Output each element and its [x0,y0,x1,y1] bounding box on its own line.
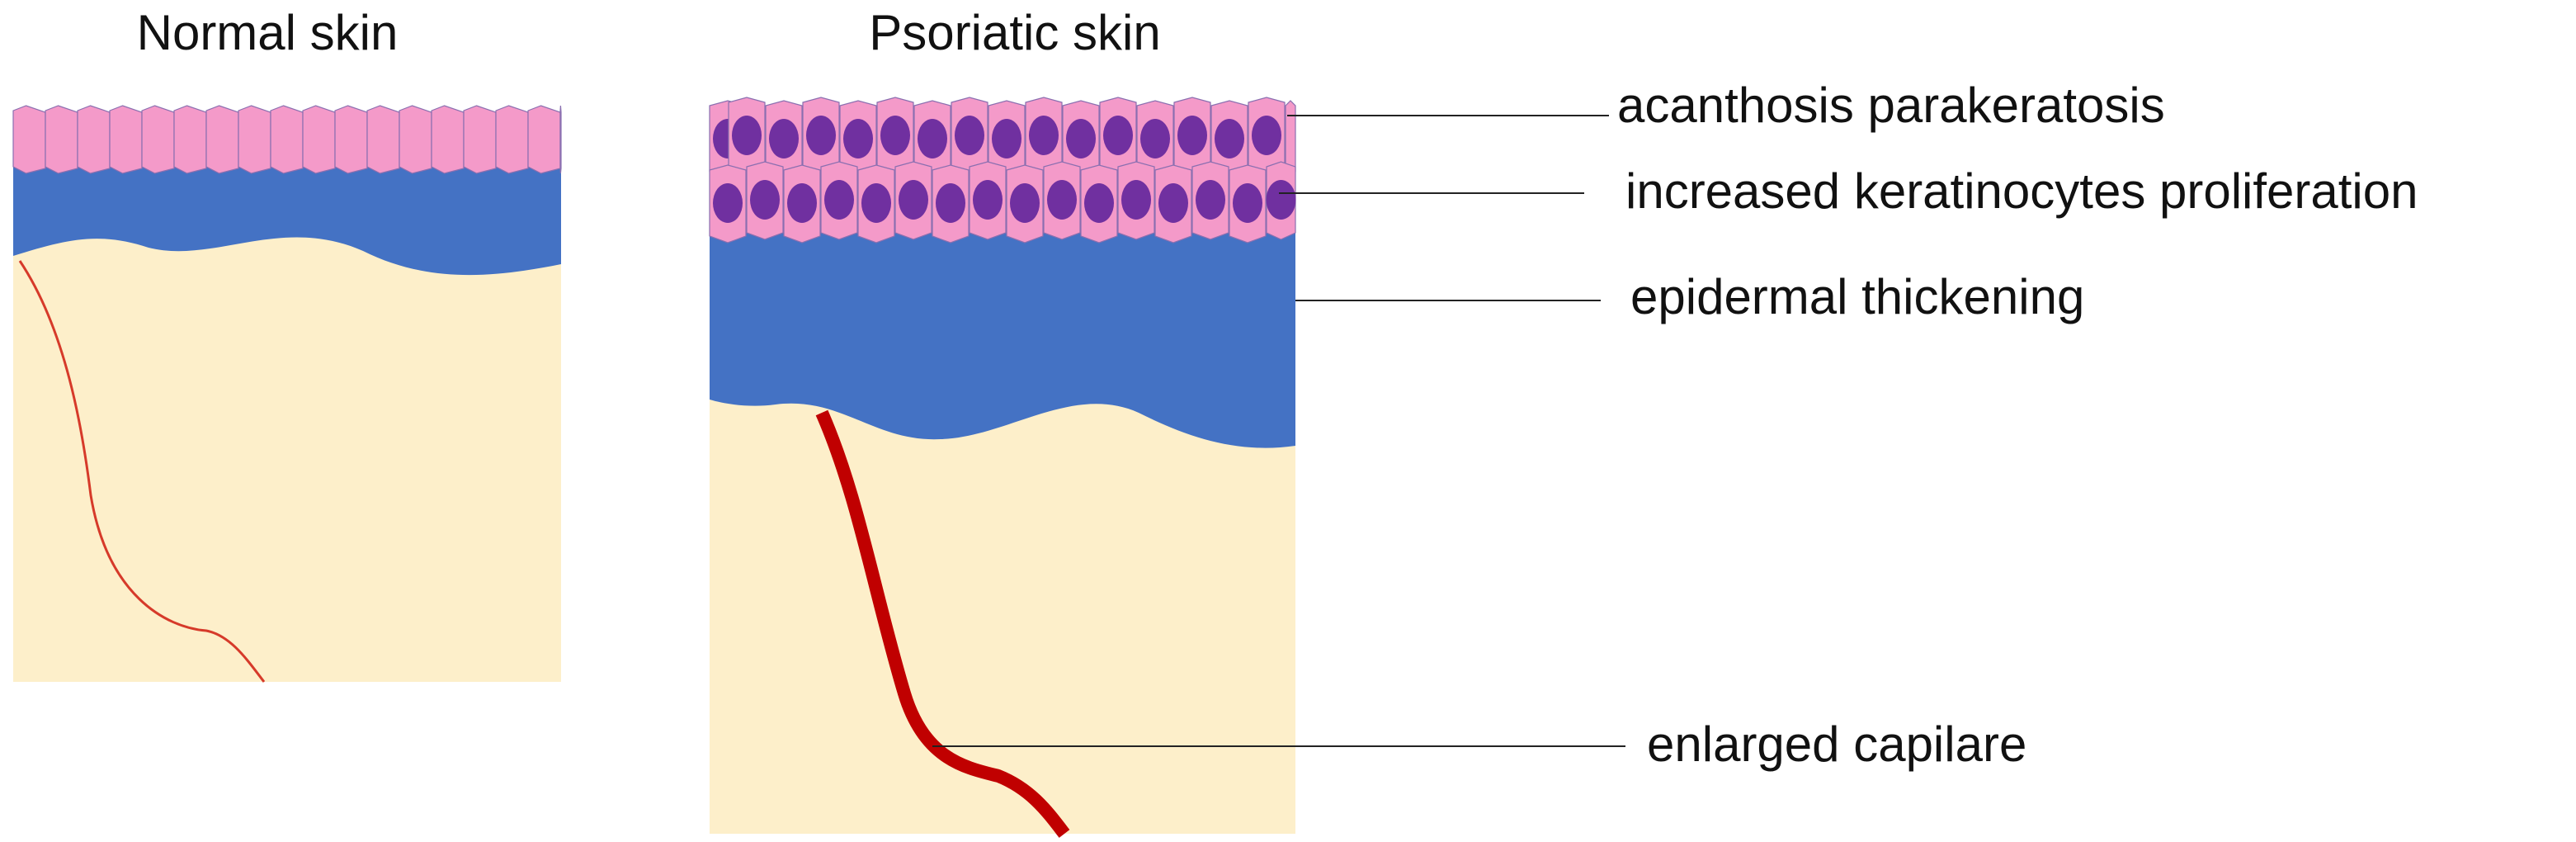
nucleus [880,116,910,155]
cell [399,105,432,174]
nucleus [1066,119,1096,158]
cell [12,105,46,174]
nucleus [1047,180,1077,220]
nucleus [750,180,780,220]
label: enlarged capilare [1647,717,2026,772]
nucleus [843,119,873,158]
nucleus [1103,116,1133,155]
nucleus [918,119,947,158]
cell [463,105,497,174]
cell [238,105,271,174]
label: acanthosis parakeratosis [1617,78,2165,133]
cell [431,105,465,174]
nucleus [861,183,891,223]
nucleus [1121,180,1151,220]
cell [45,105,78,174]
nucleus [1158,183,1188,223]
panel-title: Psoriatic skin [869,5,1160,60]
cell [495,105,529,174]
nucleus [1177,116,1207,155]
nucleus [992,119,1021,158]
cell [302,105,336,174]
capillary [18,260,266,683]
cell [559,105,562,174]
nucleus [1084,183,1114,223]
nucleus [1140,119,1170,158]
nucleus [1266,180,1296,220]
epidermis [710,198,1295,448]
nucleus [713,183,743,223]
cell [270,105,304,174]
nucleus [973,180,1003,220]
cell [173,105,207,174]
nucleus [1215,119,1244,158]
label: epidermal thickening [1630,269,2084,324]
cell [334,105,368,174]
nucleus [1010,183,1040,223]
nucleus [1233,183,1262,223]
nucleus [787,183,817,223]
cell [77,105,111,174]
cell-layer [12,105,562,174]
nucleus [1196,180,1225,220]
nucleus [1029,116,1059,155]
epidermis [13,162,561,276]
label: increased keratinocytes proliferation [1625,163,2418,219]
nucleus [824,180,854,220]
cell [366,105,400,174]
nucleus [732,116,762,155]
cell [527,105,561,174]
nucleus [936,183,965,223]
nucleus [955,116,984,155]
nucleus [899,180,928,220]
cell-layer [709,97,1296,244]
nucleus [769,119,799,158]
nucleus [806,116,836,155]
capillary [815,409,1070,838]
panel-title: Normal skin [137,5,399,60]
nucleus [1252,116,1281,155]
cell [109,105,143,174]
cell [141,105,175,174]
cell [205,105,239,174]
